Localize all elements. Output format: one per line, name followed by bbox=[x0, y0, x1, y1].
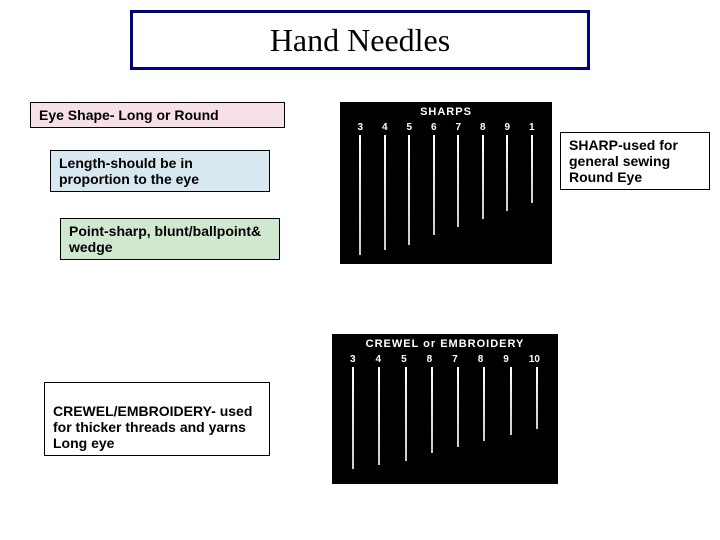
needle bbox=[457, 135, 459, 227]
eye-shape-box: Eye Shape- Long or Round bbox=[30, 102, 285, 128]
needle bbox=[433, 135, 435, 235]
sharps-header: SHARPS bbox=[340, 102, 552, 122]
sharps-image: SHARPS 3 4 5 6 7 8 9 1 bbox=[340, 102, 552, 264]
needle bbox=[408, 135, 410, 245]
needle bbox=[506, 135, 508, 211]
needle bbox=[536, 367, 538, 429]
needle-number: 5 bbox=[406, 122, 412, 133]
point-text: Point-sharp, blunt/ballpoint& wedge bbox=[69, 223, 261, 255]
sharp-desc-text: SHARP-used for general sewing Round Eye bbox=[569, 137, 678, 185]
needle bbox=[378, 367, 380, 465]
crewel-numbers: 3 4 5 8 7 8 9 10 bbox=[332, 354, 558, 367]
sharp-desc-box: SHARP-used for general sewing Round Eye bbox=[560, 132, 710, 190]
needle-number: 8 bbox=[427, 354, 433, 365]
needle-number: 4 bbox=[382, 122, 388, 133]
point-box: Point-sharp, blunt/ballpoint& wedge bbox=[60, 218, 280, 260]
needle bbox=[359, 135, 361, 255]
needle-number: 7 bbox=[452, 354, 458, 365]
needle-number: 4 bbox=[376, 354, 382, 365]
crewel-image: CREWEL or EMBROIDERY 3 4 5 8 7 8 9 10 bbox=[332, 334, 558, 484]
length-text: Length-should be in proportion to the ey… bbox=[59, 155, 199, 187]
crewel-desc-box: CREWEL/EMBROIDERY- used for thicker thre… bbox=[44, 382, 270, 456]
needle bbox=[405, 367, 407, 461]
crewel-desc-text: CREWEL/EMBROIDERY- used for thicker thre… bbox=[53, 403, 252, 451]
needle bbox=[457, 367, 459, 447]
needle-number: 10 bbox=[529, 354, 540, 365]
needle bbox=[483, 367, 485, 441]
needle-number: 8 bbox=[478, 354, 484, 365]
eye-shape-text: Eye Shape- Long or Round bbox=[39, 107, 219, 123]
needle-number: 7 bbox=[455, 122, 461, 133]
needle bbox=[531, 135, 533, 203]
needle bbox=[482, 135, 484, 219]
sharps-needles bbox=[340, 135, 552, 261]
needle-number: 5 bbox=[401, 354, 407, 365]
crewel-header: CREWEL or EMBROIDERY bbox=[332, 334, 558, 354]
needle bbox=[510, 367, 512, 435]
needle-number: 9 bbox=[503, 354, 509, 365]
needle bbox=[352, 367, 354, 469]
crewel-needles bbox=[332, 367, 558, 481]
needle bbox=[384, 135, 386, 250]
length-box: Length-should be in proportion to the ey… bbox=[50, 150, 270, 192]
needle-number: 3 bbox=[350, 354, 356, 365]
sharps-numbers: 3 4 5 6 7 8 9 1 bbox=[340, 122, 552, 135]
page-title: Hand Needles bbox=[270, 22, 450, 59]
needle bbox=[431, 367, 433, 453]
title-box: Hand Needles bbox=[130, 10, 590, 70]
needle-number: 3 bbox=[357, 122, 363, 133]
needle-number: 8 bbox=[480, 122, 486, 133]
needle-number: 9 bbox=[504, 122, 510, 133]
needle-number: 6 bbox=[431, 122, 437, 133]
needle-number: 1 bbox=[529, 122, 535, 133]
